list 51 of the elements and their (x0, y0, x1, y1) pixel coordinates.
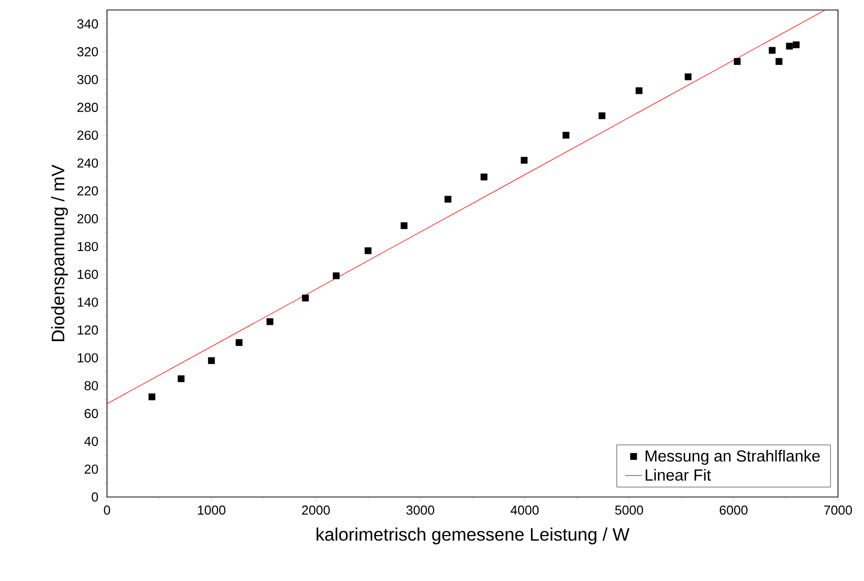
y-tick-label: 300 (77, 74, 98, 84)
y-tick-label: 60 (84, 408, 98, 418)
point (684, 73, 692, 80)
point (236, 339, 243, 346)
point (636, 87, 642, 94)
y-tick-label: 40 (84, 436, 98, 446)
y-axis-title: Diodenspannung / mV (51, 164, 68, 342)
x-tick-label: 4000 (510, 506, 539, 515)
x-tick-label: 6000 (720, 506, 748, 515)
point (208, 357, 215, 364)
x-tick-label: 0 (104, 506, 110, 515)
y-tick-label: 0 (92, 492, 98, 502)
point (480, 174, 488, 180)
y-tick-label: 160 (78, 270, 98, 279)
point (792, 41, 800, 48)
y-tick-label: 120 (78, 325, 98, 335)
point (598, 112, 606, 120)
x-tick-label: 3000 (406, 506, 434, 515)
point (444, 196, 452, 203)
legend-label: Linear Fit (646, 468, 711, 481)
x-tick-label: 7000 (824, 506, 852, 515)
y-tick-label: 340 (77, 19, 98, 29)
point (776, 58, 782, 65)
y-tick-label: 220 (77, 186, 98, 196)
point (266, 318, 274, 326)
point (302, 294, 309, 302)
point (734, 58, 741, 65)
point (520, 156, 528, 164)
point (400, 222, 408, 230)
y-tick-label: 260 (77, 130, 98, 140)
y-tick-label: 200 (77, 214, 98, 224)
x-tick-label: 1000 (198, 506, 226, 515)
y-tick-label: 320 (77, 47, 98, 56)
point (562, 132, 570, 139)
point (148, 393, 156, 400)
legend-label: Messung an Strahlflanke (646, 450, 820, 465)
y-tick-label: 240 (77, 158, 98, 168)
x-axis-title: kalorimetrisch gemessene Leistung / W (316, 528, 630, 544)
point (768, 46, 776, 54)
y-tick-label: 180 (78, 242, 98, 252)
point (364, 247, 372, 254)
point (332, 272, 340, 280)
point (786, 42, 793, 50)
y-tick-label: 20 (84, 464, 98, 474)
y-tick-label: 280 (77, 102, 98, 112)
x-tick-label: 5000 (615, 506, 644, 515)
y-tick-label: 80 (84, 381, 98, 390)
y-tick-label: 140 (78, 298, 98, 307)
point (178, 375, 185, 382)
y-tick-label: 100 (78, 353, 98, 362)
x-tick-label: 2000 (302, 506, 330, 515)
